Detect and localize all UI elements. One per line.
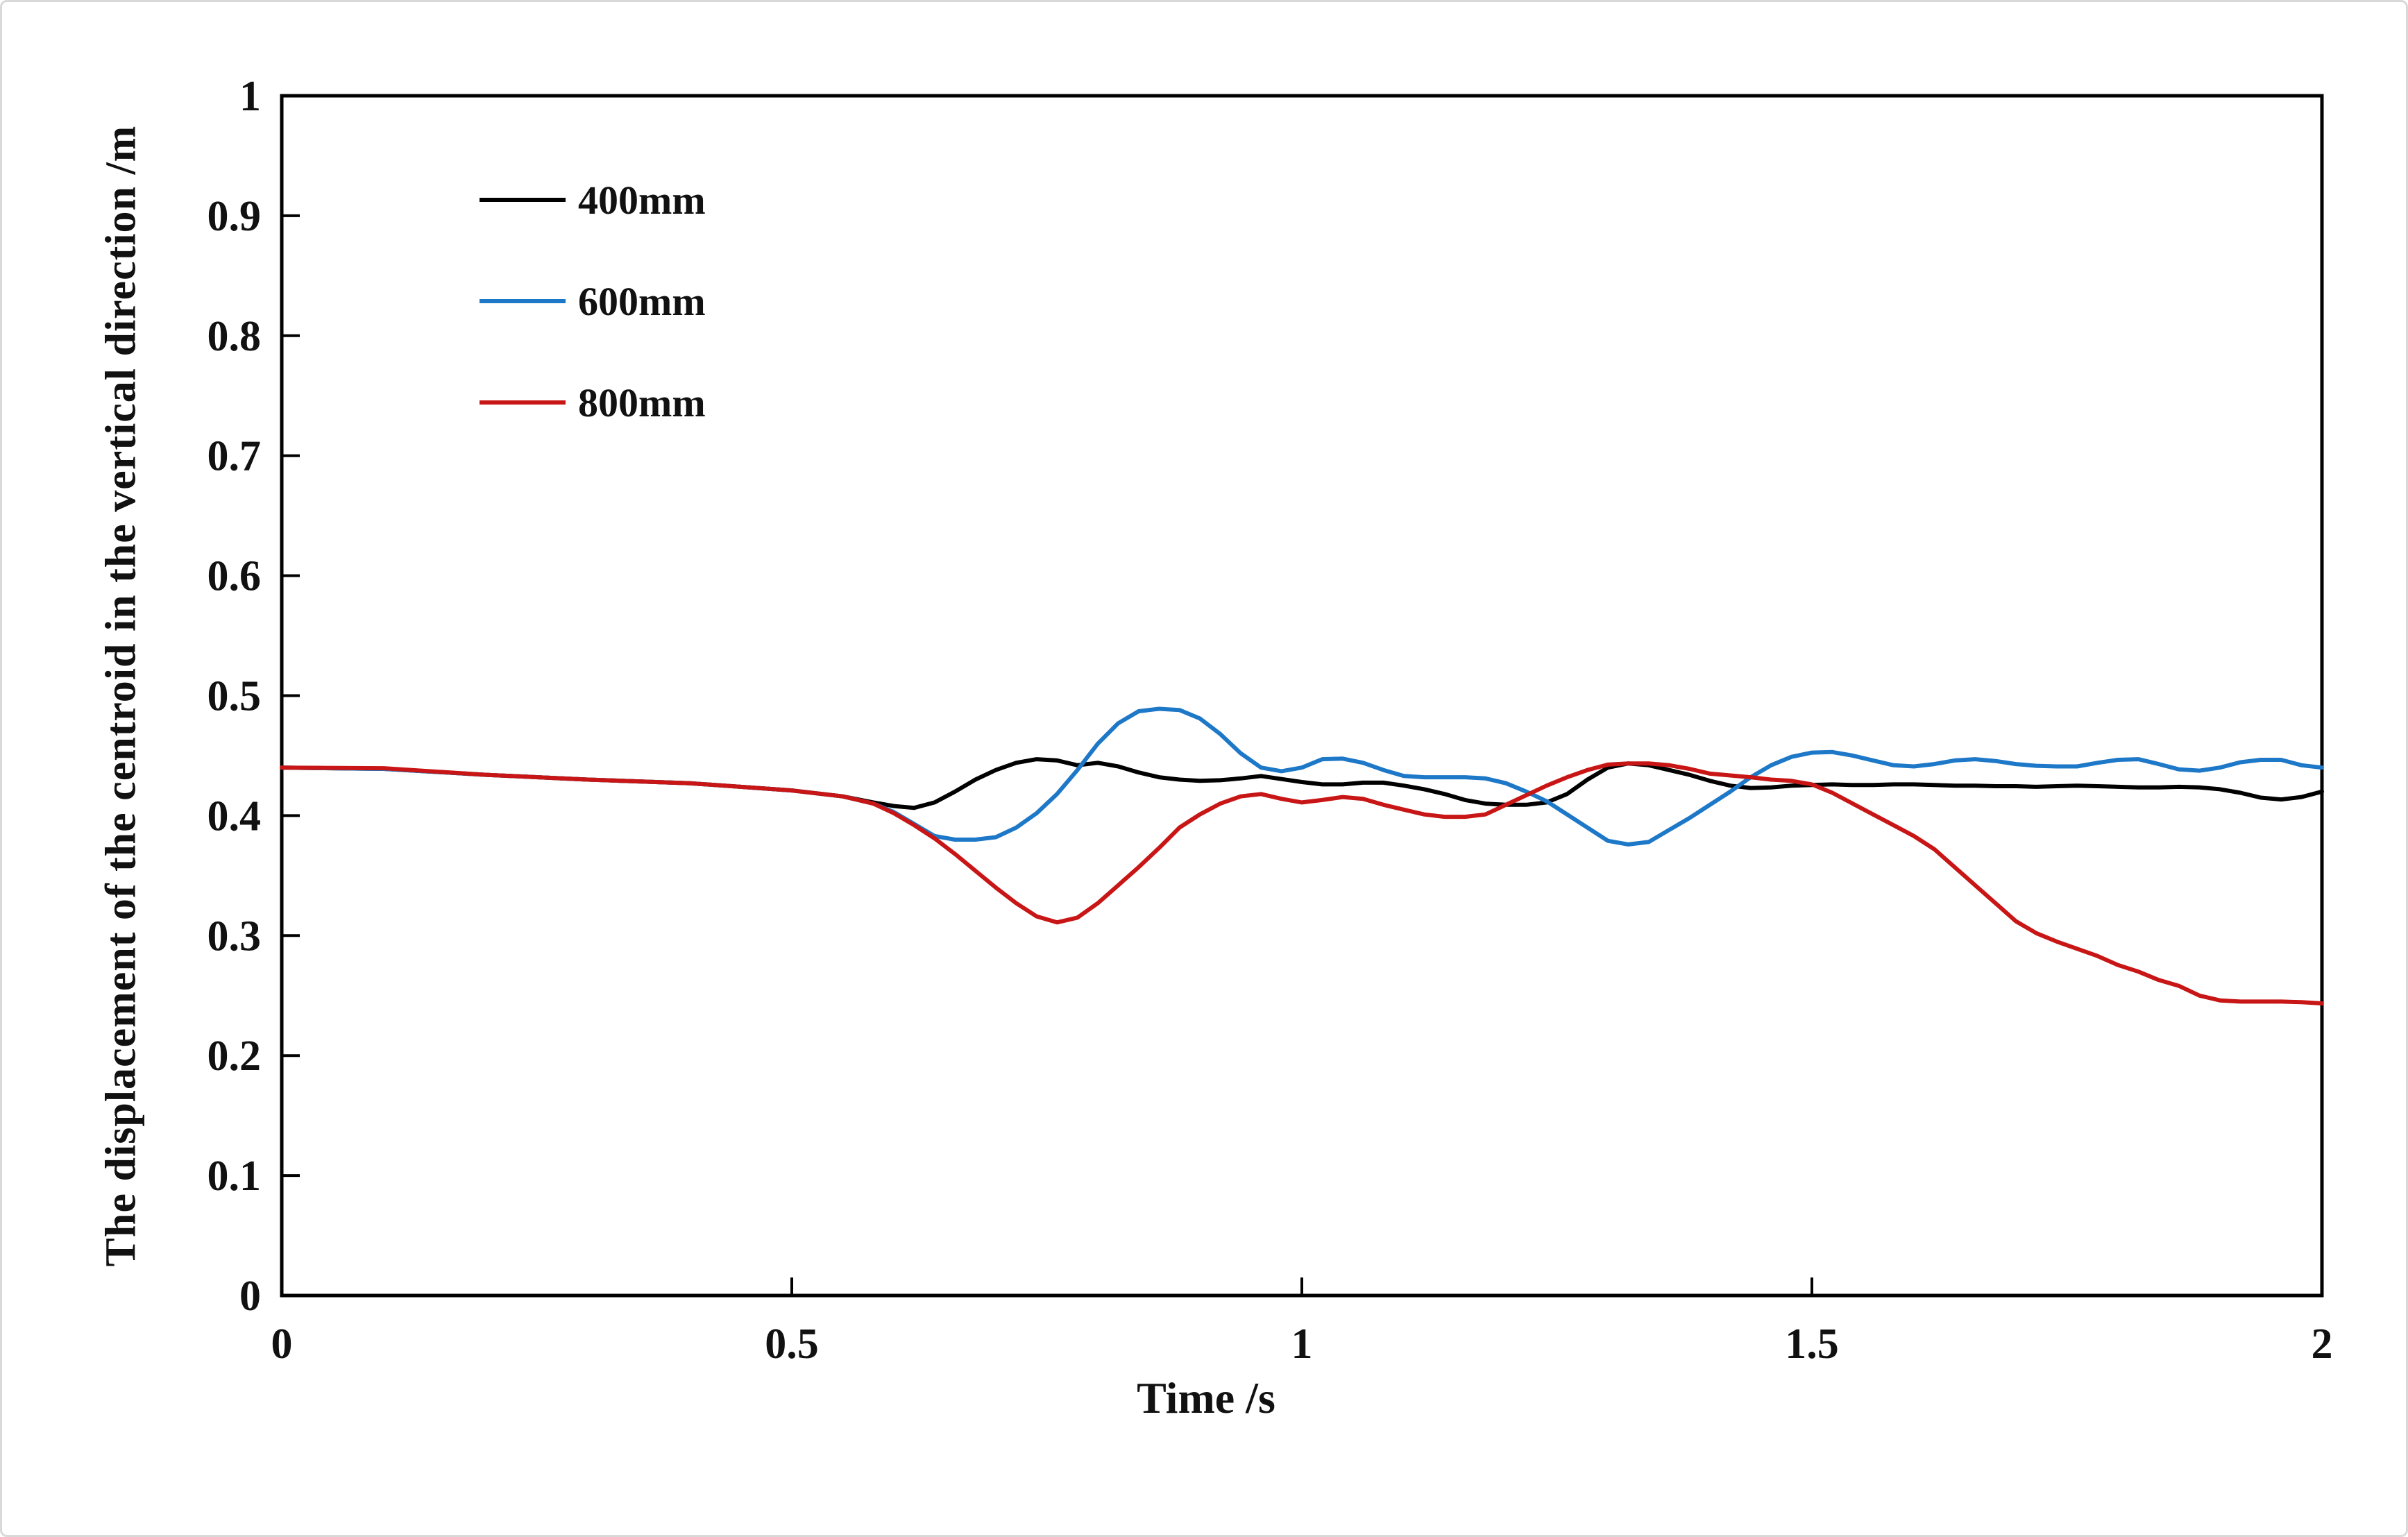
x-tick-label: 2 xyxy=(2312,1321,2333,1368)
y-tick-label: 0.6 xyxy=(207,553,262,600)
y-tick-label: 0.8 xyxy=(207,313,262,360)
y-tick-label: 0.2 xyxy=(207,1033,262,1080)
y-tick-label: 0.3 xyxy=(207,912,262,960)
plot-frame xyxy=(280,94,2324,1298)
y-tick-label: 0 xyxy=(239,1273,261,1320)
legend-label-400mm: 400mm xyxy=(578,178,706,223)
series-line-800mm xyxy=(280,761,2324,1005)
series-line-600mm xyxy=(280,706,2324,847)
x-tick-label: 1.5 xyxy=(1785,1321,1839,1368)
y-tick-label: 0.1 xyxy=(207,1153,262,1200)
y-tick-label: 0.7 xyxy=(207,433,262,480)
legend-label-800mm: 800mm xyxy=(578,380,706,425)
y-tick-label: 0.5 xyxy=(207,673,262,720)
x-tick-label: 0 xyxy=(271,1321,293,1368)
legend-label-600mm: 600mm xyxy=(578,279,706,324)
x-tick-label: 1 xyxy=(1291,1321,1313,1368)
series-line-400mm xyxy=(280,757,2324,810)
x-axis-title: Time /s xyxy=(1137,1373,1275,1423)
x-tick-label: 0.5 xyxy=(765,1321,819,1368)
y-axis-title: The displacement of the centroid in the … xyxy=(97,125,145,1267)
y-tick-label: 0.4 xyxy=(207,792,262,840)
y-tick-label: 1 xyxy=(239,73,261,120)
y-tick-label: 0.9 xyxy=(207,193,262,240)
